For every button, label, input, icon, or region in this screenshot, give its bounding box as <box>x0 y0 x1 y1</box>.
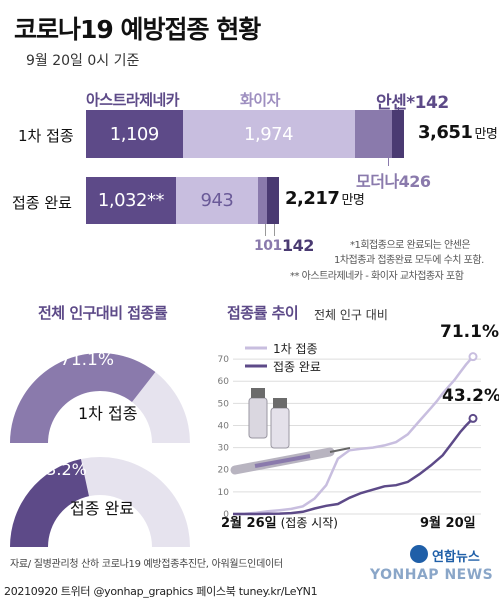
syringe-icon <box>230 447 351 475</box>
note-cross-vaccination: ** 아스트라제네카 - 화이자 교차접종자 포함 <box>290 271 464 282</box>
gauge-complete-value: 43.2% <box>36 460 87 479</box>
line-chart-subtitle: 전체 인구 대비 <box>314 308 388 322</box>
bar-astrazeneca-first-dose: 1,109 <box>86 110 183 158</box>
gauge-section-title: 전체 인구대비 접종률 <box>38 304 168 322</box>
gauge-complete-fill <box>10 459 89 547</box>
yonhap-logo-icon <box>410 545 428 563</box>
total-first-dose-unit: 만명 <box>474 127 498 142</box>
line-chart-title: 접종률 추이 <box>227 304 299 322</box>
bar-pfizer-complete: 943 <box>175 177 258 224</box>
legend-astrazeneca: 아스트라제네카 <box>86 91 180 109</box>
ytick-10: 10 <box>218 488 230 498</box>
legend-pfizer: 화이자 <box>240 91 280 109</box>
page-title: 코로나19 예방접종 현황 <box>14 15 261 44</box>
row-label-fully-vaccinated: 접종 완료 <box>12 194 72 212</box>
note-janssen-1: *1회접종으로 완료되는 얀센은 <box>350 240 471 251</box>
x-start-label: 2월 26일 (접종 시작) <box>221 512 338 531</box>
ytick-40: 40 <box>218 421 230 431</box>
vaccine-vials-icon <box>248 388 290 449</box>
gauge-first-dose-fill <box>10 353 156 443</box>
ytick-0: 0 <box>223 510 229 520</box>
bar-moderna-first-dose <box>354 110 392 158</box>
x-start-note: (접종 시작) <box>280 516 338 530</box>
line-endpoint-first-dose <box>468 352 478 362</box>
total-first-dose: 3,651 만명 <box>418 122 498 143</box>
bar-moderna-complete <box>258 177 267 224</box>
x-end-label: 9월 20일 <box>420 516 476 531</box>
ytick-50: 50 <box>218 399 230 409</box>
bar-pfizer-first-dose: 1,974 <box>182 110 355 158</box>
ytick-20: 20 <box>218 466 230 476</box>
line-series-first-dose <box>232 355 474 516</box>
ytick-70: 70 <box>218 355 230 365</box>
x-start-date: 2월 26일 <box>221 516 277 531</box>
as-of-date: 9월 20일 0시 기준 <box>26 53 140 69</box>
total-fully-vaccinated: 2,217 만명 <box>285 188 365 209</box>
watermark: YONHAP NEWS <box>370 567 494 583</box>
label-moderna-complete: 101 <box>254 238 282 254</box>
bar-janssen-complete <box>266 177 280 224</box>
gauge-charts <box>10 353 190 547</box>
gauge-first-dose-label: 1차 접종 <box>78 404 138 423</box>
total-fully-vaccinated-unit: 만명 <box>341 193 365 208</box>
credit-line: 20210920 트위터 @yonhap_graphics 페이스북 tuney… <box>4 585 318 598</box>
legend-label-1: 접종 완료 <box>273 360 321 374</box>
label-moderna-first: 모더나426 <box>356 172 431 191</box>
gauge-complete-label: 접종 완료 <box>70 499 134 518</box>
note-janssen-2: 1차접종과 접종완료 모두에 수치 포함. <box>334 255 484 266</box>
total-first-dose-value: 3,651 <box>418 122 473 143</box>
ytick-60: 60 <box>218 377 230 387</box>
moderna-leader-line <box>388 156 389 166</box>
line-complete-end-label: 43.2% <box>442 386 499 406</box>
label-janssen-complete: 142 <box>282 236 314 255</box>
leader-101 <box>265 224 266 236</box>
source-note: 자료/ 질병관리청 산하 코로나19 예방접종추진단, 아워월드인데이터 <box>10 559 283 570</box>
line-first-dose-end-label: 71.1% <box>440 322 499 342</box>
row-label-first-dose: 1차 접종 <box>18 127 74 145</box>
leader-142 <box>274 224 275 236</box>
label-janssen-first: 안센*142 <box>376 93 449 113</box>
bar-astrazeneca-complete: 1,032** <box>86 177 176 224</box>
line-series-complete <box>233 417 474 516</box>
ytick-30: 30 <box>218 444 230 454</box>
legend-label-0: 1차 접종 <box>273 342 318 356</box>
gauge-first-dose-value: 71.1% <box>60 350 115 370</box>
brand-name: 연합뉴스 <box>432 550 480 565</box>
line-endpoint-complete <box>468 413 478 423</box>
bar-janssen-first-dose <box>391 110 404 158</box>
total-fully-vaccinated-value: 2,217 <box>285 188 340 209</box>
